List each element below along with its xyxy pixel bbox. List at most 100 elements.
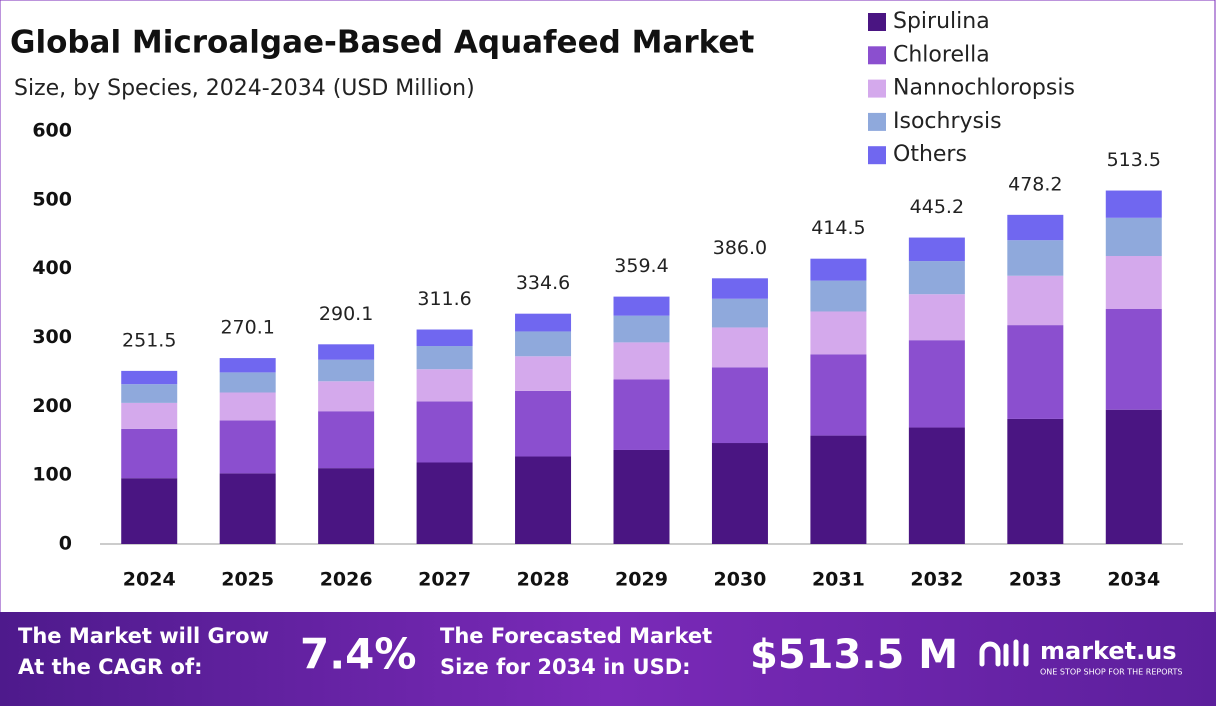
footer-text: The Market will Grow bbox=[18, 624, 269, 648]
y-tick-label: 300 bbox=[32, 326, 72, 348]
bar-segment bbox=[219, 358, 276, 373]
bar-segment bbox=[908, 261, 965, 295]
y-tick-label: 200 bbox=[32, 395, 72, 417]
bar-segment bbox=[416, 369, 473, 402]
bar-segment bbox=[908, 294, 965, 341]
bar-segment bbox=[416, 329, 473, 347]
brand-tagline: ONE STOP SHOP FOR THE REPORTS bbox=[1040, 668, 1182, 677]
bar-segment bbox=[1105, 217, 1162, 257]
legend-label: Spirulina bbox=[893, 9, 990, 34]
bar-segment bbox=[711, 443, 768, 544]
chart-subtitle: Size, by Species, 2024-2034 (USD Million… bbox=[14, 76, 475, 101]
bar-segment bbox=[1105, 256, 1162, 310]
bar-segment bbox=[908, 237, 965, 262]
bar-segment bbox=[121, 478, 178, 544]
total-label: 478.2 bbox=[1008, 173, 1062, 195]
total-label: 359.4 bbox=[614, 255, 668, 277]
bar-segment bbox=[318, 468, 375, 544]
bar-segment bbox=[1007, 240, 1064, 276]
bar-segment bbox=[810, 435, 867, 544]
legend-swatch bbox=[868, 146, 886, 165]
bar-segment bbox=[908, 340, 965, 428]
bar-segment bbox=[219, 372, 276, 393]
bar-segment bbox=[121, 384, 178, 403]
footer-cagr: 7.4% bbox=[300, 630, 416, 679]
total-label: 270.1 bbox=[220, 317, 274, 339]
bar-segment bbox=[318, 411, 375, 469]
bar-segment bbox=[416, 462, 473, 544]
bar-segment bbox=[810, 354, 867, 436]
total-label: 513.5 bbox=[1107, 149, 1161, 171]
bar-segment bbox=[613, 296, 670, 316]
bar-segment bbox=[810, 258, 867, 281]
bar-segment bbox=[515, 390, 572, 457]
bar-segment bbox=[515, 356, 572, 391]
chart-title: Global Microalgae-Based Aquafeed Market bbox=[10, 25, 754, 61]
bar-segment bbox=[613, 342, 670, 380]
bar-segment bbox=[416, 346, 473, 370]
total-label: 445.2 bbox=[910, 196, 964, 218]
bar-segment bbox=[711, 298, 768, 328]
total-label: 251.5 bbox=[122, 329, 176, 351]
x-tick-label: 2034 bbox=[1107, 569, 1160, 591]
footer-text: Size for 2034 in USD: bbox=[440, 655, 691, 679]
legend-swatch bbox=[868, 79, 886, 98]
bar-segment bbox=[515, 456, 572, 544]
bar-segment bbox=[121, 428, 178, 479]
brand-logo bbox=[979, 639, 1029, 667]
y-tick-label: 500 bbox=[32, 188, 72, 210]
bar-segment bbox=[613, 449, 670, 544]
bar-segment bbox=[318, 359, 375, 382]
bar-segment bbox=[810, 311, 867, 355]
bar-segment bbox=[515, 313, 572, 332]
x-tick-label: 2027 bbox=[418, 569, 471, 591]
bar-segment bbox=[1105, 409, 1162, 544]
bar-segment bbox=[1007, 214, 1064, 241]
total-label: 290.1 bbox=[319, 303, 373, 325]
footer-forecast: $513.5 M bbox=[750, 632, 958, 678]
x-tick-label: 2033 bbox=[1009, 569, 1062, 591]
total-label: 334.6 bbox=[516, 272, 570, 294]
legend-swatch bbox=[868, 46, 886, 65]
bar-segment bbox=[219, 473, 276, 544]
bar-segment bbox=[711, 278, 768, 299]
bar-segment bbox=[810, 280, 867, 312]
bar-segment bbox=[711, 327, 768, 368]
legend-label: Chlorella bbox=[893, 42, 990, 67]
bar-segment bbox=[613, 379, 670, 450]
x-tick-label: 2032 bbox=[910, 569, 963, 591]
x-tick-label: 2030 bbox=[714, 569, 767, 591]
bar-segment bbox=[318, 344, 375, 360]
brand-name: market.us bbox=[1040, 637, 1177, 665]
x-tick-label: 2031 bbox=[812, 569, 865, 591]
bar-segment bbox=[1007, 325, 1064, 419]
legend-label: Isochrysis bbox=[893, 109, 1002, 134]
legend-swatch bbox=[868, 112, 886, 131]
total-label: 311.6 bbox=[417, 288, 471, 310]
bar-segment bbox=[219, 420, 276, 474]
x-tick-label: 2029 bbox=[615, 569, 668, 591]
x-tick-label: 2026 bbox=[320, 569, 373, 591]
bar-segment bbox=[1105, 309, 1162, 410]
bar-segment bbox=[711, 367, 768, 444]
y-tick-label: 0 bbox=[59, 533, 72, 555]
bar-segment bbox=[613, 315, 670, 343]
bar-segment bbox=[416, 401, 473, 463]
x-tick-label: 2024 bbox=[123, 569, 176, 591]
y-tick-label: 400 bbox=[32, 257, 72, 279]
x-tick-label: 2028 bbox=[517, 569, 570, 591]
legend-label: Nannochloropsis bbox=[893, 76, 1075, 101]
bar-segment bbox=[219, 392, 276, 421]
footer-band bbox=[0, 612, 1216, 706]
bar-segment bbox=[1007, 418, 1064, 544]
bar-segment bbox=[515, 331, 572, 357]
legend-swatch bbox=[868, 13, 886, 31]
x-tick-label: 2025 bbox=[221, 569, 274, 591]
y-tick-label: 100 bbox=[32, 464, 72, 486]
bar-segment bbox=[1007, 275, 1064, 326]
total-label: 414.5 bbox=[811, 217, 865, 239]
footer-text: The Forecasted Market bbox=[440, 624, 712, 648]
bar-segment bbox=[318, 381, 375, 412]
